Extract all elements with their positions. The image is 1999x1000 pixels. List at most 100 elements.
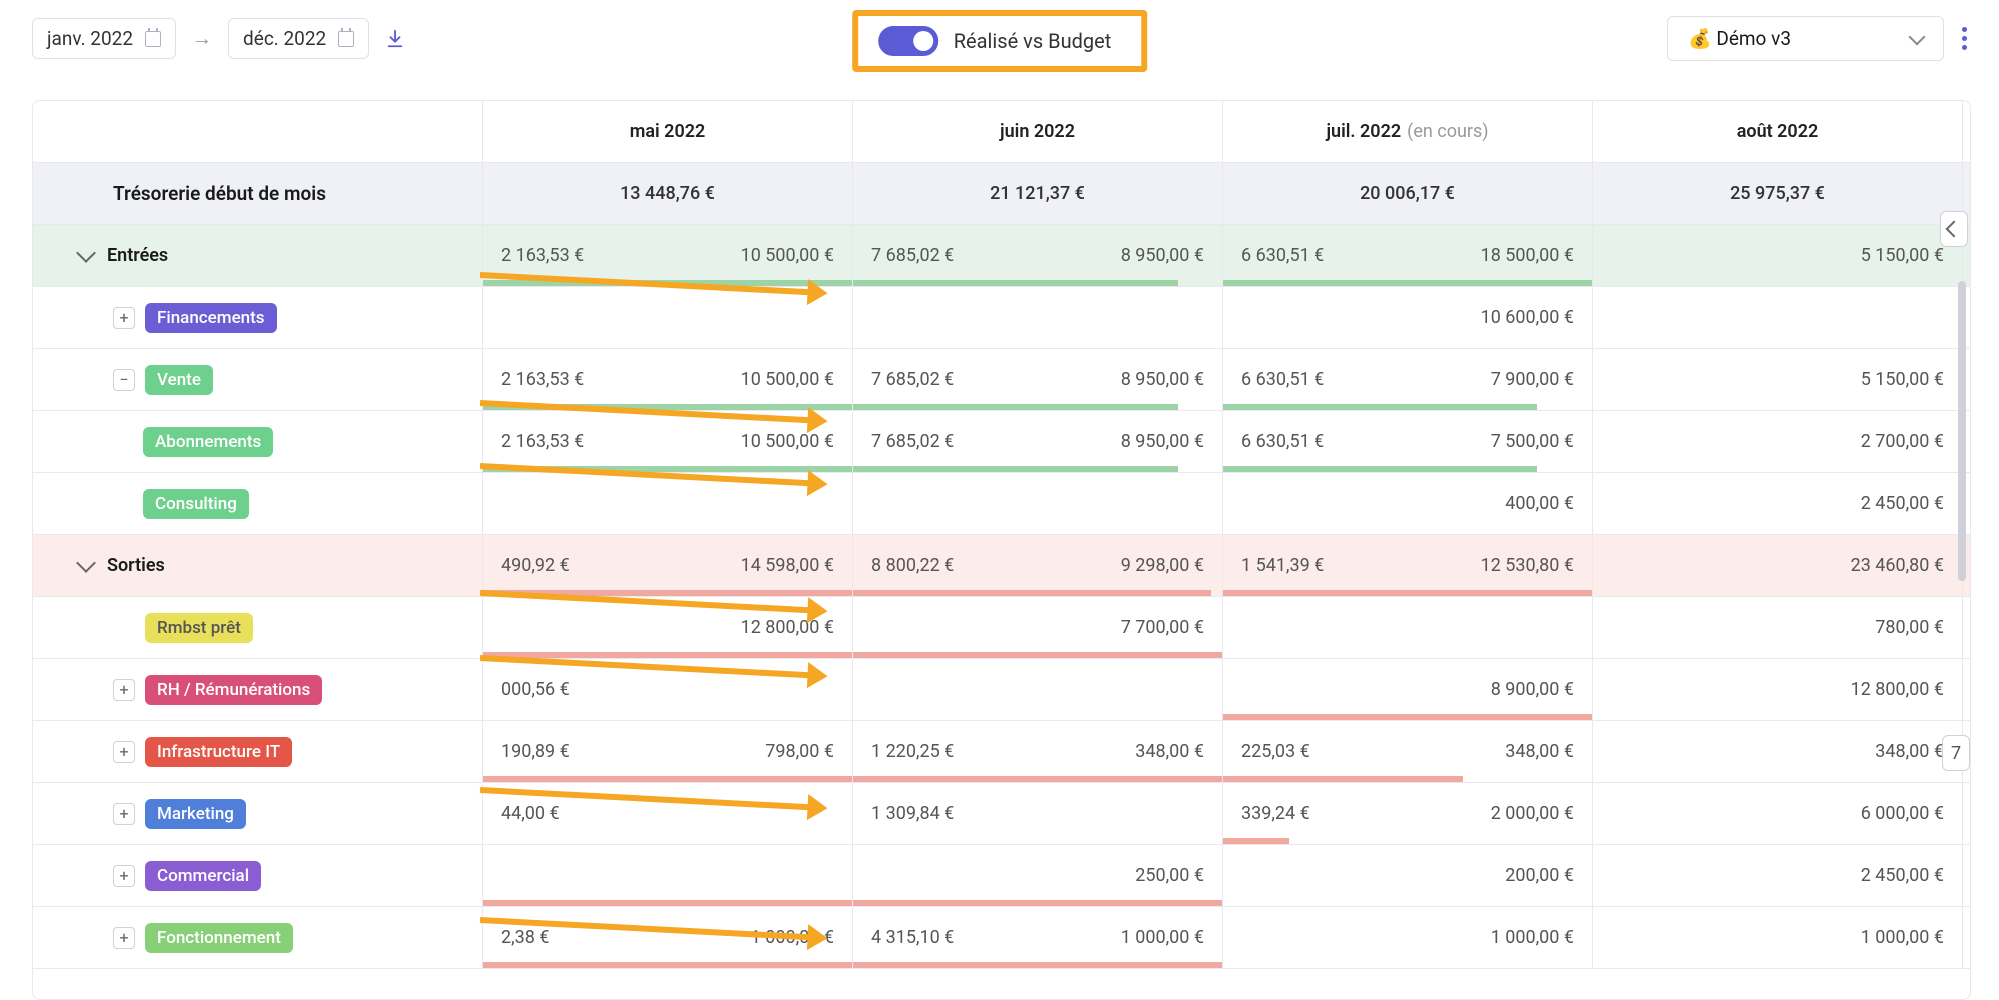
data-cell: 400,00 €	[1223, 473, 1593, 534]
data-cell: 1 541,39 €12 530,80 €	[1223, 535, 1593, 596]
section-toggle-entrees[interactable]: Entrées	[33, 225, 483, 286]
calendar-icon	[145, 31, 161, 47]
scenario-value: 💰 Démo v3	[1688, 27, 1791, 50]
data-cell: 7 685,02 €8 950,00 €	[853, 349, 1223, 410]
category-row[interactable]: + Infrastructure IT	[33, 721, 483, 782]
data-cell: 490,92 €14 598,00 €	[483, 535, 853, 596]
category-tag: Marketing	[145, 799, 246, 829]
column-header: juil. 2022(en cours)	[1223, 101, 1593, 162]
category-tag: Vente	[145, 365, 213, 395]
data-cell: 5 150,00 €	[1593, 349, 1963, 410]
data-cell: 000,56 €	[483, 659, 853, 720]
data-cell	[483, 473, 853, 534]
column-header: mai 2022	[483, 101, 853, 162]
toggle-label: Réalisé vs Budget	[954, 29, 1112, 53]
data-cell: 5 150,00 €	[1593, 225, 1963, 286]
data-cell	[853, 473, 1223, 534]
data-cell: 6 630,51 €7 500,00 €	[1223, 411, 1593, 472]
data-cell: 1 000,00 €	[1593, 907, 1963, 968]
category-tag: Fonctionnement	[145, 923, 293, 953]
expand-button[interactable]: +	[113, 307, 135, 329]
calendar-icon	[338, 31, 354, 47]
data-cell	[1593, 287, 1963, 348]
budget-table: 7 mai 2022juin 2022juil. 2022(en cours)a…	[32, 100, 1971, 1000]
data-cell: 6 630,51 €7 900,00 €	[1223, 349, 1593, 410]
category-row[interactable]: Rmbst prêt	[33, 597, 483, 658]
section-label: Sorties	[107, 555, 165, 576]
download-button[interactable]	[385, 29, 405, 49]
expand-button[interactable]: −	[113, 369, 135, 391]
data-cell: 10 600,00 €	[1223, 287, 1593, 348]
data-cell: 1 309,84 €	[853, 783, 1223, 844]
data-cell: 7 700,00 €	[853, 597, 1223, 658]
realise-budget-toggle[interactable]	[878, 26, 938, 56]
data-cell: 4 315,10 €1 000,00 €	[853, 907, 1223, 968]
category-tag: Commercial	[145, 861, 261, 891]
data-cell: 348,00 €	[1593, 721, 1963, 782]
data-cell: 2 163,53 €10 500,00 €	[483, 349, 853, 410]
tresorerie-value: 13 448,76 €	[483, 163, 853, 224]
scroll-left-button[interactable]	[1940, 211, 1968, 247]
data-cell: 250,00 €	[853, 845, 1223, 906]
data-cell: 12 800,00 €	[483, 597, 853, 658]
category-row[interactable]: − Vente	[33, 349, 483, 410]
data-cell: 2 163,53 €10 500,00 €	[483, 411, 853, 472]
data-cell: 339,24 €2 000,00 €	[1223, 783, 1593, 844]
more-menu-button[interactable]	[1962, 27, 1967, 50]
data-cell: 6 000,00 €	[1593, 783, 1963, 844]
date-to-value: déc. 2022	[243, 27, 326, 50]
header-label-cell	[33, 101, 483, 162]
subcategory-row[interactable]: Abonnements	[33, 411, 483, 472]
date-from-picker[interactable]: janv. 2022	[32, 18, 176, 59]
data-cell: 8 900,00 €	[1223, 659, 1593, 720]
column-header: juin 2022	[853, 101, 1223, 162]
expand-button[interactable]: +	[113, 927, 135, 949]
section-toggle-sorties[interactable]: Sorties	[33, 535, 483, 596]
tresorerie-value: 25 975,37 €	[1593, 163, 1963, 224]
data-cell	[853, 659, 1223, 720]
date-to-picker[interactable]: déc. 2022	[228, 18, 369, 59]
row-count-badge: 7	[1942, 735, 1970, 771]
data-cell	[483, 845, 853, 906]
category-row[interactable]: + RH / Rémunérations	[33, 659, 483, 720]
data-cell: 2 700,00 €	[1593, 411, 1963, 472]
data-cell: 7 685,02 €8 950,00 €	[853, 411, 1223, 472]
expand-button[interactable]: +	[113, 741, 135, 763]
category-row[interactable]: + Marketing	[33, 783, 483, 844]
tresorerie-label: Trésorerie début de mois	[33, 163, 483, 224]
data-cell: 12 800,00 €	[1593, 659, 1963, 720]
expand-button[interactable]: +	[113, 803, 135, 825]
data-cell: 1 220,25 €348,00 €	[853, 721, 1223, 782]
category-tag: Abonnements	[143, 427, 273, 457]
data-cell: 2,38 €1 000,00 €	[483, 907, 853, 968]
data-cell	[853, 287, 1223, 348]
data-cell: 2 163,53 €10 500,00 €	[483, 225, 853, 286]
category-row[interactable]: + Financements	[33, 287, 483, 348]
data-cell: 780,00 €	[1593, 597, 1963, 658]
scenario-select[interactable]: 💰 Démo v3	[1667, 16, 1944, 61]
column-header: août 2022	[1593, 101, 1963, 162]
data-cell: 23 460,80 €	[1593, 535, 1963, 596]
chevron-down-icon	[76, 243, 96, 263]
date-from-value: janv. 2022	[47, 27, 133, 50]
data-cell: 44,00 €	[483, 783, 853, 844]
category-row[interactable]: + Fonctionnement	[33, 907, 483, 968]
data-cell: 200,00 €	[1223, 845, 1593, 906]
vertical-scrollbar[interactable]	[1958, 281, 1966, 581]
data-cell: 225,03 €348,00 €	[1223, 721, 1593, 782]
section-label: Entrées	[107, 245, 168, 266]
category-tag: RH / Rémunérations	[145, 675, 322, 705]
category-tag: Infrastructure IT	[145, 737, 292, 767]
expand-button[interactable]: +	[113, 865, 135, 887]
tresorerie-value: 20 006,17 €	[1223, 163, 1593, 224]
toggle-highlight: Réalisé vs Budget	[852, 10, 1148, 72]
category-tag: Rmbst prêt	[145, 613, 253, 643]
expand-button[interactable]: +	[113, 679, 135, 701]
data-cell	[1223, 597, 1593, 658]
data-cell: 2 450,00 €	[1593, 845, 1963, 906]
data-cell	[483, 287, 853, 348]
tresorerie-value: 21 121,37 €	[853, 163, 1223, 224]
data-cell: 8 800,22 €9 298,00 €	[853, 535, 1223, 596]
subcategory-row[interactable]: Consulting	[33, 473, 483, 534]
category-row[interactable]: + Commercial	[33, 845, 483, 906]
